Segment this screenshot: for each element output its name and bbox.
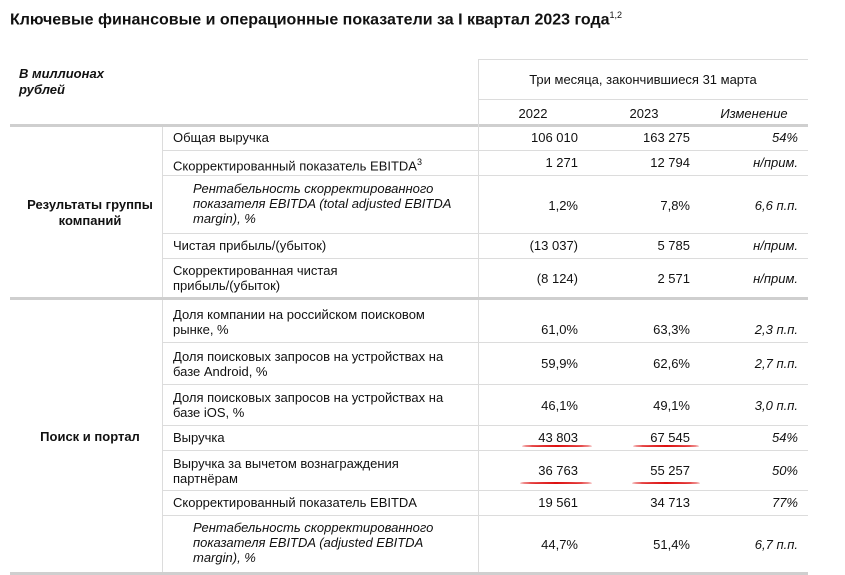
value-2023: 163 275	[643, 130, 690, 145]
grid-line	[162, 384, 808, 385]
value-change: 77%	[771, 495, 798, 510]
unit-label: В миллионах рублей	[19, 66, 104, 97]
grid-line	[478, 99, 808, 100]
group-label-search: Поиск и портал	[40, 429, 140, 444]
grid-line	[478, 59, 808, 60]
red-underline	[632, 482, 700, 484]
red-underline	[522, 445, 592, 447]
value-2022: 1,2%	[548, 198, 578, 213]
period-header: Три месяца, закончившиеся 31 марта	[529, 72, 757, 87]
col-2022-header: 2022	[518, 106, 548, 121]
grid-line	[162, 233, 808, 234]
col-change-header: Изменение	[720, 106, 788, 121]
value-2023: 62,6%	[653, 356, 690, 371]
group-divider	[10, 297, 808, 300]
value-2023: 51,4%	[653, 537, 690, 552]
value-2023: 49,1%	[653, 398, 690, 413]
value-2023: 55 257	[650, 463, 690, 478]
value-2022: 61,0%	[541, 322, 578, 337]
row-label: Общая выручка	[173, 130, 269, 145]
value-2023: 7,8%	[660, 198, 690, 213]
grid-line	[162, 515, 808, 516]
value-2022: (8 124)	[536, 271, 578, 286]
row-label: Скорректированный показатель EBITDA	[173, 495, 417, 510]
col-2023-header: 2023	[629, 106, 659, 121]
value-2023: 67 545	[650, 430, 690, 445]
grid-line	[162, 342, 808, 343]
grid-vline	[162, 127, 163, 575]
grid-line	[162, 150, 808, 151]
value-2022: 44,7%	[541, 537, 578, 552]
value-change: 54%	[771, 130, 798, 145]
value-2023: 34 713	[650, 495, 690, 510]
value-2022: 43 803	[538, 430, 578, 445]
value-change: 3,0 п.п.	[754, 398, 798, 413]
page-title: Ключевые финансовые и операционные показ…	[10, 10, 623, 29]
value-change: 6,6 п.п.	[754, 198, 798, 213]
row-label: Рентабельность скорректированного показат…	[193, 520, 434, 565]
value-2023: 63,3%	[653, 322, 690, 337]
value-2022: 46,1%	[541, 398, 578, 413]
value-2022: 19 561	[538, 495, 578, 510]
red-underline	[633, 445, 699, 447]
value-change: 54%	[771, 430, 798, 445]
grid-line	[162, 425, 808, 426]
value-change: н/прим.	[753, 155, 798, 170]
grid-line	[162, 490, 808, 491]
value-change: 2,3 п.п.	[754, 322, 798, 337]
title-footnote: 1,2	[609, 10, 623, 20]
row-label: Доля поисковых запросов на устройствах н…	[173, 349, 444, 379]
value-2023: 12 794	[650, 155, 690, 170]
row-label: Рентабельность скорректированного показат…	[193, 181, 452, 226]
row-label: Выручка	[173, 430, 225, 445]
red-underline	[520, 482, 592, 484]
grid-line	[162, 258, 808, 259]
header-divider	[10, 124, 808, 127]
value-2022: 106 010	[531, 130, 578, 145]
row-label: Выручка за вычетом вознаграждения партнёр…	[173, 456, 399, 486]
grid-line	[162, 450, 808, 451]
row-label: Скорректированный показатель EBITDA3	[173, 157, 422, 174]
row-label: Доля поисковых запросов на устройствах н…	[173, 390, 444, 420]
grid-line	[162, 175, 808, 176]
value-change: 2,7 п.п.	[754, 356, 798, 371]
table-bottom	[10, 572, 808, 575]
value-change: 50%	[771, 463, 798, 478]
value-2022: 1 271	[545, 155, 578, 170]
row-label: Доля компании на российском поисковом рын…	[173, 307, 425, 337]
value-change: н/прим.	[753, 238, 798, 253]
row-label: Чистая прибыль/(убыток)	[173, 238, 327, 253]
value-2022: 59,9%	[541, 356, 578, 371]
row-label: Скорректированная чистая прибыль/(убыток)	[173, 263, 338, 293]
value-2023: 2 571	[657, 271, 690, 286]
value-2022: 36 763	[538, 463, 578, 478]
value-2023: 5 785	[657, 238, 690, 253]
value-2022: (13 037)	[529, 238, 578, 253]
grid-vline	[478, 59, 479, 575]
group-label-company: Результаты группы компаний	[27, 197, 153, 228]
value-change: 6,7 п.п.	[754, 537, 798, 552]
value-change: н/прим.	[753, 271, 798, 286]
